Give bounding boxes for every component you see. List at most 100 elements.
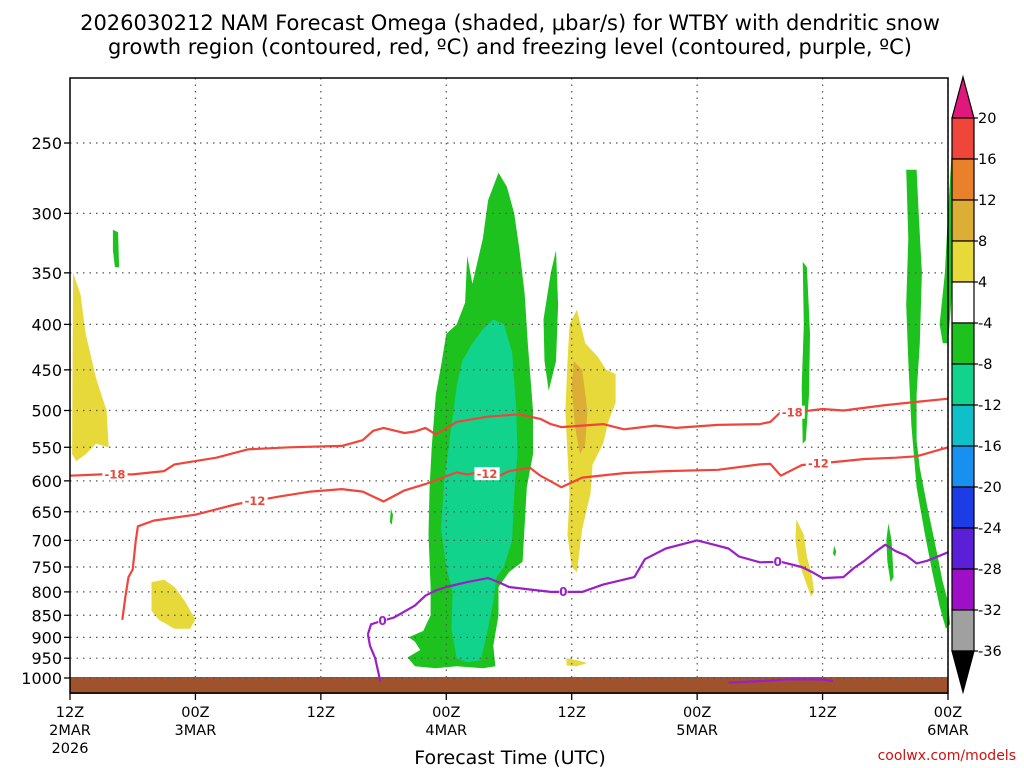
omega-region-_8_4 xyxy=(389,508,393,525)
y-tick-label-900: 900 xyxy=(31,628,62,647)
y-tick-label-700: 700 xyxy=(31,531,62,550)
omega-region-_8_4 xyxy=(939,143,954,344)
x-tick-date-label: 6MAR xyxy=(927,723,969,739)
contour-label: 0 xyxy=(559,585,567,599)
colorbar-label: -20 xyxy=(978,480,1002,496)
colorbar-bin xyxy=(951,322,975,365)
colorbar-label: -16 xyxy=(978,439,1002,455)
y-tick-label-500: 500 xyxy=(31,402,62,421)
plot-border xyxy=(69,77,949,694)
y-tick-label-350: 350 xyxy=(31,264,62,283)
y-axis: 250 300 350 400 450 500 550 600 650 700 750 800 850 9… xyxy=(21,134,70,688)
colorbar-label: -8 xyxy=(978,357,992,373)
colorbar-bin xyxy=(951,281,975,324)
contour-line-freezing xyxy=(366,634,382,683)
colorbar-bin xyxy=(951,404,975,447)
chart-title-line-2: growth region (contoured, red, ºC) and f… xyxy=(108,35,912,59)
x-tick-date-label: 3MAR xyxy=(175,723,217,739)
x-tick-time-label: 12Z xyxy=(558,705,586,721)
omega-region-4_8 xyxy=(795,519,815,597)
x-tick-year-label: 2026 xyxy=(52,741,89,757)
contour-label: -18 xyxy=(105,467,126,481)
x-tick-time-label: 00Z xyxy=(683,705,711,721)
x-tick-time-label: 12Z xyxy=(307,705,335,721)
colorbar-bin xyxy=(951,240,975,283)
colorbar-bin xyxy=(951,117,975,160)
contour-label-bg xyxy=(378,613,387,627)
x-tick-date-label: 4MAR xyxy=(425,723,467,739)
x-tick-time-label: 12Z xyxy=(808,705,836,721)
plot-frame xyxy=(69,77,949,694)
x-tick-time-label: 12Z xyxy=(56,705,84,721)
colorbar-bin xyxy=(951,650,975,695)
plot-area xyxy=(72,143,954,669)
y-tick-label-650: 650 xyxy=(31,503,62,522)
colorbar-label: 20 xyxy=(978,111,996,127)
colorbar-label: -32 xyxy=(978,603,1002,619)
contour-line-dgz xyxy=(121,446,949,620)
contour-line-freezing xyxy=(366,539,949,635)
y-tick-label-450: 450 xyxy=(31,361,62,380)
colorbar-label: -24 xyxy=(978,521,1002,537)
y-tick-label-550: 550 xyxy=(31,438,62,457)
y-tick-label-1000: 1000 xyxy=(21,669,62,688)
credit-text: coolwx.com/models xyxy=(878,748,1016,764)
colorbar-bin xyxy=(951,609,975,652)
contour-label: 0 xyxy=(378,614,386,628)
x-tick-time-label: 00Z xyxy=(432,705,460,721)
y-tick-label-400: 400 xyxy=(31,315,62,334)
colorbar-label: -28 xyxy=(978,562,1002,578)
y-tick-label-250: 250 xyxy=(31,134,62,153)
contour-label-bg xyxy=(779,405,805,419)
colorbar-bin xyxy=(951,158,975,201)
omega-region-_8_4 xyxy=(112,229,120,268)
y-tick-label-850: 850 xyxy=(31,606,62,625)
colorbar-label: -4 xyxy=(978,316,992,332)
omega-region-_8_4 xyxy=(543,250,559,391)
x-tick-date-label: 2MAR xyxy=(49,723,91,739)
colorbar-bin xyxy=(951,445,975,488)
contour-line-freezing xyxy=(728,678,834,684)
contour-label: -12 xyxy=(245,494,266,508)
colorbar-label: -36 xyxy=(978,644,1002,660)
contour-label: -18 xyxy=(782,406,803,420)
contour-label: -12 xyxy=(808,456,829,470)
contour-label: -12 xyxy=(477,467,498,481)
omega-region-4_8 xyxy=(72,272,109,462)
ground-surface xyxy=(70,677,948,694)
x-tick-time-label: 00Z xyxy=(181,705,209,721)
omega-region-_8_4 xyxy=(833,545,837,557)
omega-region-_8_4 xyxy=(906,169,951,629)
colorbar: 20 16 12 8 4 -4 -8 -12 -16 -20 -24 -28 -32 -36 xyxy=(951,74,1002,695)
ground-fill xyxy=(70,677,948,694)
chart-title-line-1: 2026030212 NAM Forecast Omega (shaded, μ… xyxy=(80,11,940,35)
contour-label-bg xyxy=(773,554,782,568)
x-tick-date-label: 5MAR xyxy=(676,723,718,739)
omega-region-_12_8 xyxy=(441,319,518,663)
contour-label-bg xyxy=(242,493,268,507)
contour-label-bg xyxy=(474,467,500,481)
colorbar-label: 16 xyxy=(978,152,996,168)
colorbar-bin xyxy=(951,199,975,242)
contour-label: 0 xyxy=(773,555,781,569)
colorbar-bin xyxy=(951,486,975,529)
x-axis-title: Forecast Time (UTC) xyxy=(414,747,605,768)
colorbar-bin xyxy=(951,363,975,406)
colorbar-label: -12 xyxy=(978,398,1002,414)
omega-region-_8_4 xyxy=(801,261,810,444)
contour-label-bg xyxy=(559,584,568,598)
colorbar-label: 12 xyxy=(978,193,996,209)
y-tick-label-800: 800 xyxy=(31,583,62,602)
x-axis: 12Z 2MAR 2026 00Z 3MAR 12Z 00Z 4MAR 12Z 00Z 5MAR 12… xyxy=(49,693,969,757)
x-tick-time-label: 00Z xyxy=(934,705,962,721)
omega-region-8_12 xyxy=(571,361,588,455)
colorbar-label: 8 xyxy=(978,234,987,250)
colorbar-bin xyxy=(951,568,975,611)
contour-label-bg xyxy=(102,467,128,481)
omega-region-4_8 xyxy=(565,309,616,573)
y-tick-label-600: 600 xyxy=(31,472,62,491)
omega-region-4_8 xyxy=(151,579,196,629)
contour-label-bg xyxy=(805,456,831,470)
omega-region-_8_4 xyxy=(886,523,894,583)
